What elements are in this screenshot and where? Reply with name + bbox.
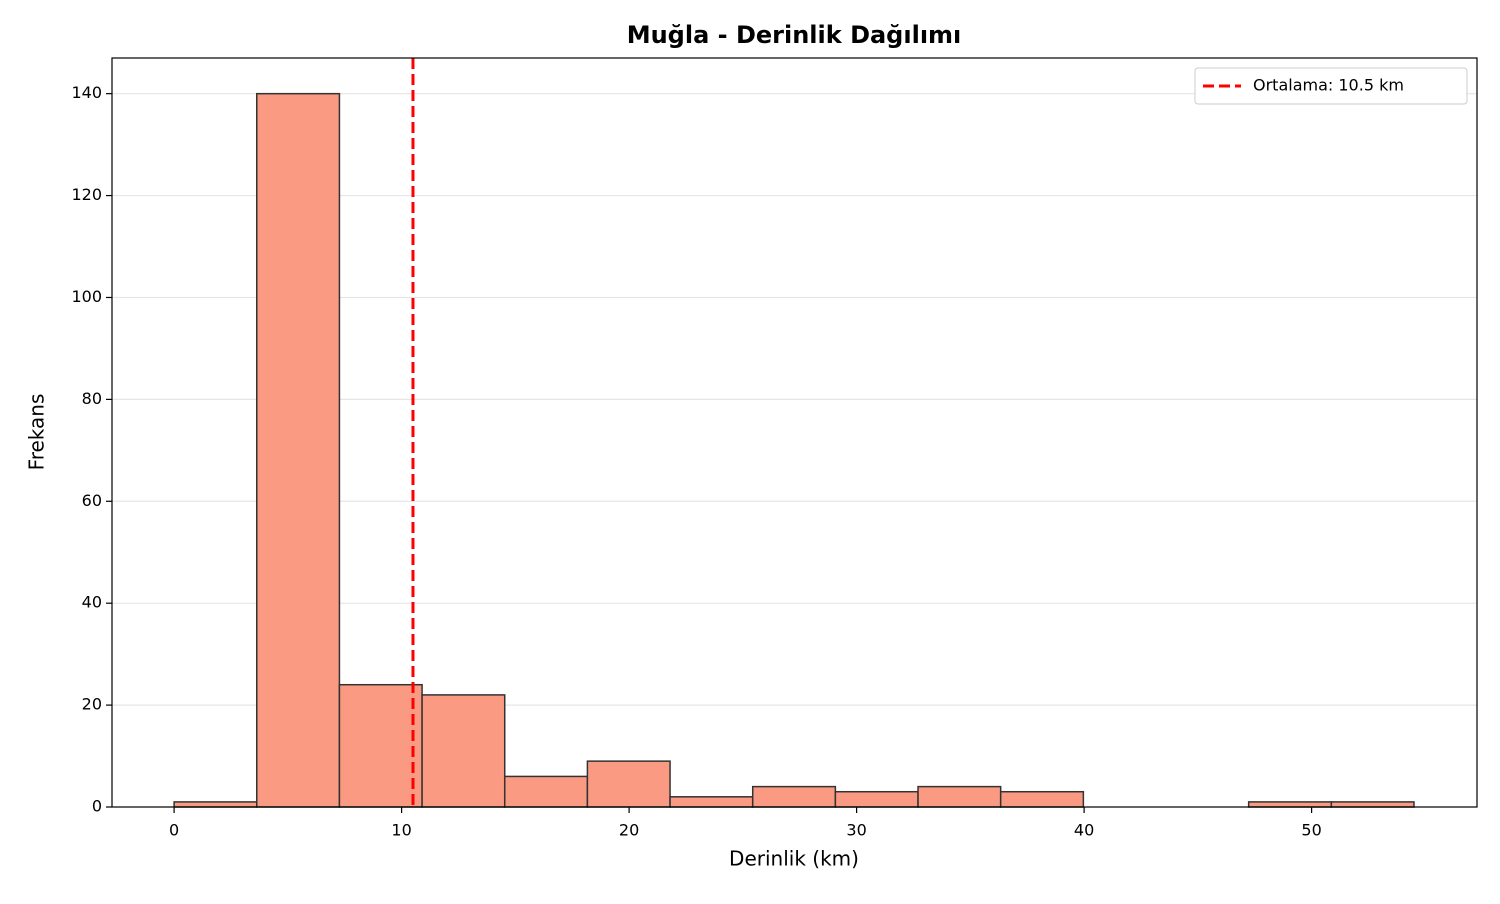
y-tick-label: 120 <box>71 185 102 204</box>
bar <box>173 801 258 808</box>
bar <box>834 790 919 808</box>
bar <box>586 760 671 808</box>
y-tick-label: 140 <box>71 83 102 102</box>
y-tick-label: 20 <box>82 695 102 714</box>
legend-label: Ortalama: 10.5 km <box>1253 76 1404 95</box>
y-tick-label: 80 <box>82 389 102 408</box>
y-tick-label: 60 <box>82 491 102 510</box>
bar <box>1330 801 1415 808</box>
y-tick-label: 100 <box>71 287 102 306</box>
y-tick-label: 40 <box>82 593 102 612</box>
bar <box>917 785 1002 808</box>
bar <box>503 775 589 808</box>
x-tick-label: 40 <box>1074 821 1094 840</box>
x-tick-label: 50 <box>1301 821 1321 840</box>
axes-frame <box>111 57 1478 808</box>
x-axis-label: Derinlik (km) <box>729 847 859 871</box>
bar <box>999 790 1085 808</box>
chart-title: Muğla - Derinlik Dağılımı <box>627 21 962 49</box>
legend-box <box>1194 67 1468 105</box>
bar <box>751 785 837 808</box>
bar <box>256 92 341 808</box>
bar <box>421 694 506 808</box>
x-tick-label: 20 <box>619 821 639 840</box>
y-axis-label: Frekans <box>25 394 49 471</box>
x-tick-label: 30 <box>846 821 866 840</box>
bar <box>338 683 423 808</box>
bar <box>669 796 754 808</box>
x-tick-label: 10 <box>391 821 411 840</box>
bar <box>1247 801 1333 808</box>
y-tick-label: 0 <box>92 797 102 816</box>
x-tick-label: 0 <box>169 821 179 840</box>
